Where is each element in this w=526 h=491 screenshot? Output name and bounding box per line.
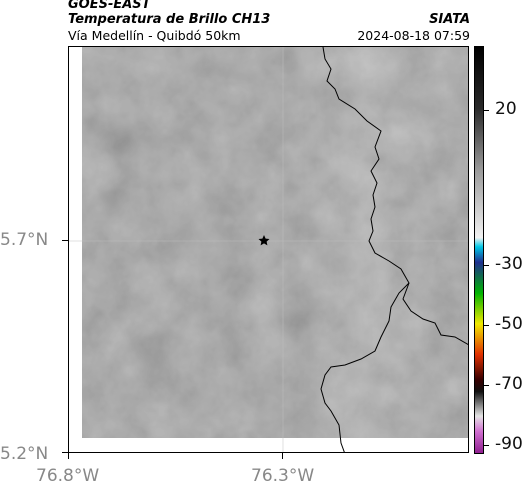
- source-label: SIATA: [429, 12, 470, 27]
- colorbar-tick: [484, 325, 489, 326]
- department-border-south: [320, 282, 410, 452]
- route-subtitle: Vía Medellín - Quibdó 50km: [68, 28, 241, 43]
- lat-label: 5.2°N: [0, 444, 49, 464]
- colorbar-label: -90: [495, 434, 523, 454]
- map-canvas: [69, 47, 468, 452]
- lon-label: 76.8°W: [36, 466, 100, 486]
- lon-tick: [68, 453, 69, 459]
- colorbar-gradient: [475, 47, 483, 453]
- product-title: Temperatura de Brillo CH13: [68, 12, 271, 27]
- lon-tick: [282, 453, 283, 459]
- colorbar-tick: [484, 265, 489, 266]
- cloud-field: [82, 47, 468, 438]
- colorbar-tick: [484, 445, 489, 446]
- location-star-icon: [258, 235, 270, 246]
- lon-label: 76.3°W: [251, 466, 315, 486]
- colorbar-label: 20: [495, 99, 517, 119]
- lat-label: 5.7°N: [0, 230, 49, 250]
- lat-tick: [62, 452, 68, 453]
- colorbar-label: -30: [495, 254, 523, 274]
- colorbar-tick: [484, 385, 489, 386]
- colorbar-tick: [484, 110, 489, 111]
- department-border: [322, 47, 468, 346]
- satellite-map[interactable]: [68, 46, 469, 453]
- colorbar-label: -50: [495, 314, 523, 334]
- colorbar: [474, 46, 484, 454]
- colorbar-label: -70: [495, 374, 523, 394]
- satellite-title: GOES-EAST: [68, 0, 151, 12]
- lat-tick: [62, 240, 68, 241]
- datetime-label: 2024-08-18 07:59: [357, 28, 470, 43]
